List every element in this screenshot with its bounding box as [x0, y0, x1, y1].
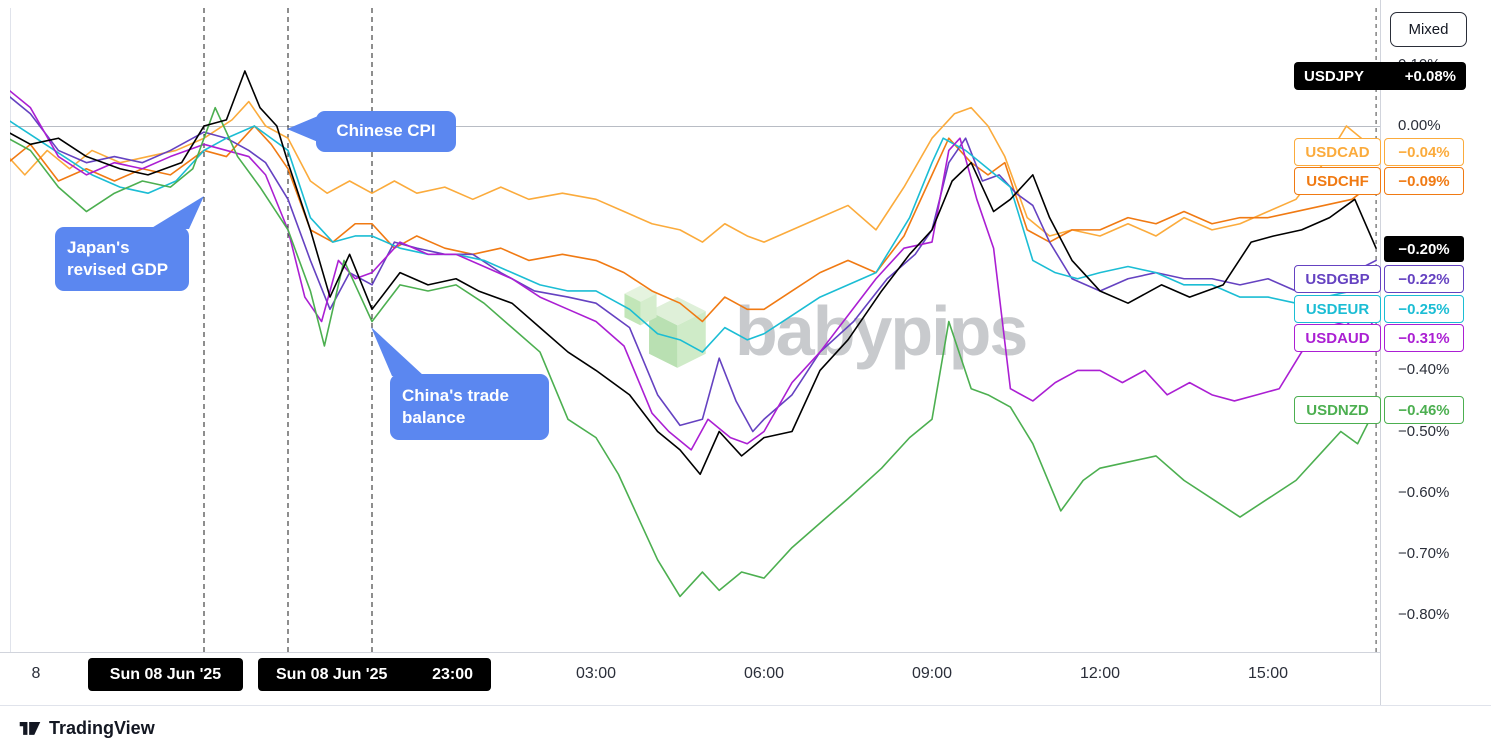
tradingview-brand-text: TradingView: [49, 717, 155, 738]
annotation-japans-revised-gdp[interactable]: Japan's revised GDP: [55, 227, 189, 291]
time-axis[interactable]: Sun 08 Jun '25 Sun 08 Jun '25 23:00 8 03:…: [0, 652, 1491, 705]
x-axis-tick: 09:00: [911, 665, 953, 682]
y-axis-tick: −0.40%: [1398, 361, 1450, 379]
event-datetime-badge: Sun 08 Jun '25 23:00: [258, 658, 491, 691]
y-axis-tick: −0.50%: [1398, 422, 1450, 440]
event-date-text: Sun 08 Jun '25: [276, 665, 388, 683]
x-axis-tick: 15:00: [1247, 665, 1289, 682]
watermark-text: babypips: [735, 292, 1028, 370]
x-axis-tick: 03:00: [575, 665, 617, 682]
x-axis-tick: 12:00: [1079, 665, 1121, 682]
x-axis-tick: 06:00: [743, 665, 785, 682]
babypips-watermark: babypips: [615, 283, 1028, 379]
chart-footer: TradingView: [0, 705, 1491, 752]
trade-annotation-pointer: [371, 327, 424, 376]
tradingview-brand-link[interactable]: TradingView: [18, 716, 155, 740]
y-axis-tick: 0.10%: [1398, 55, 1441, 73]
market-status-badge: Mixed: [1390, 12, 1467, 47]
y-axis-tick: −0.80%: [1398, 605, 1450, 623]
y-axis-tick: 0.00%: [1398, 117, 1441, 134]
annotation-chinese-cpi[interactable]: Chinese CPI: [316, 111, 456, 152]
y-axis-tick: −0.60%: [1398, 483, 1450, 501]
babypips-cube-icon: [624, 285, 706, 368]
event-time-text: 23:00: [432, 665, 473, 683]
x-axis-tick: 8: [31, 665, 41, 682]
price-axis[interactable]: Mixed 0.10% 0.00% −0.40% −0.50% −0.60% −0.70%…: [1380, 0, 1491, 705]
gdp-annotation-pointer: [150, 196, 204, 229]
event-date-badge: Sun 08 Jun '25: [88, 658, 243, 691]
tradingview-logo-icon: [19, 722, 41, 735]
event-date-text: Sun 08 Jun '25: [109, 665, 222, 683]
chart-plot-area[interactable]: babypips Japan's revised GDP Chinese CPI…: [0, 0, 1380, 652]
y-axis-tick: −0.70%: [1398, 544, 1450, 562]
annotation-chinas-trade-balance[interactable]: China's trade balance: [390, 374, 549, 440]
cpi-annotation-pointer: [287, 116, 318, 142]
